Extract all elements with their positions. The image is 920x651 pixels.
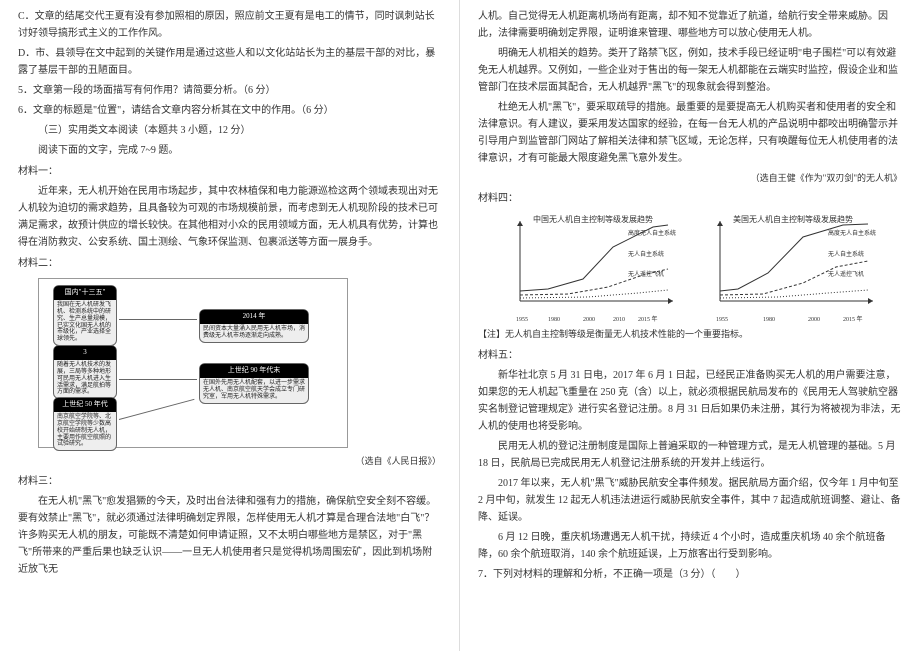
charts-container: 中国无人机自主控制等级发展趋势 高度无人自主系统 无人自主系统 无人遥控飞机 1… [508,213,902,323]
m5-c: 2017 年以来，无人机"黑飞"威胁民航安全事件频发。据民航局方面介绍，仅今年 … [478,475,902,526]
right-column: 人机。自己觉得无人机距离机场尚有距离，却不知不觉靠近了航道，给航行安全带来威胁。… [460,0,920,651]
dg-header-3: 上世纪 50 年代 [54,398,116,412]
dg-header-1: 国内"十三五" [54,286,116,300]
c1-legend-1: 高度无人自主系统 [628,231,676,238]
material-2-heading: 材料二： [18,255,441,272]
chart-note: 【注】无人机自主控制等级是衡量无人机技术性能的一个重要指标。 [478,327,902,342]
material-3-body: 在无人机"黑飞"愈发猖獗的今天，及时出台法律和强有力的措施，确保航空安全刻不容缓… [18,493,441,578]
dg-header-2: 3 [54,346,116,360]
chart-china: 中国无人机自主控制等级发展趋势 高度无人自主系统 无人自主系统 无人遥控飞机 1… [508,213,678,323]
left-column: C．文章的结尾交代王夏有没有参加照相的原因，照应前文王夏有是电工的情节，同时讽刺… [0,0,460,651]
dg-body-2: 随着无人机技术的发展，三局等多种地形可民用无人机进入生活需求，满足航拍等方面的需… [54,360,116,398]
c1-x1: 1980 [548,315,560,325]
m5-b: 民用无人机的登记注册制度是国际上普遍采取的一种管理方式，是无人机管理的基础。5 … [478,438,902,472]
c2-x0: 1955 [716,315,728,325]
para-r3: 杜绝无人机"黑飞"，要采取疏导的措施。最重要的是要提高无人机购买者和使用者的安全… [478,99,902,167]
c2-x3: 2015 年 [843,315,863,325]
timeline-diagram: 国内"十三五" 我国在无人机研发飞机、检测系统中的研究、生产总量规模，已实文化国… [38,278,348,448]
c2-legend-3: 无人遥控飞机 [828,272,876,279]
m5-d: 6 月 12 日晚，重庆机场遭遇无人机干扰，持续近 4 个小时，造成重庆机场 4… [478,529,902,563]
para-r1: 人机。自己觉得无人机距离机场尚有距离，却不知不觉靠近了航道，给航行安全带来威胁。… [478,8,902,42]
question-7: 7．下列对材料的理解和分析，不正确一项是（3 分）（ ） [478,566,902,583]
c2-x1: 1980 [763,315,775,325]
m5-a: 新华社北京 5 月 31 日电，2017 年 6 月 1 日起，已经民正准备购买… [478,367,902,435]
dg-header-5: 上世纪 90 年代末 [200,364,308,378]
material-2-source: （选自《人民日报》） [18,454,441,469]
c1-legend-2: 无人自主系统 [628,252,676,259]
chart-usa: 美国无人机自主控制等级发展趋势 高度无人自主系统 无人自主系统 无人遥控飞机 1… [708,213,878,323]
material-3-heading: 材料三： [18,473,441,490]
option-d: D．市、县领导在文中起到的关键作用是通过这些人和以文化站站长为主的基层干部的对比… [18,45,441,79]
dg-header-4: 2014 年 [200,310,308,324]
dg-body-4: 民间资本大量涌入民用无人机市场，消费级无人机市场逐渐走向成熟。 [200,324,308,342]
section-heading: （三）实用类文本阅读（本题共 3 小题，12 分） [18,122,441,139]
c1-x3: 2010 [613,315,625,325]
c1-x4: 2015 年 [638,315,658,325]
dg-body-5: 南京航空学院等、北京航空学院等少数高校开始研制无人机，主要用作航空航照的试验研究… [54,412,116,450]
material-1-body: 近年来，无人机开始在民用市场起步，其中农林植保和电力能源巡检这两个领域表现出对无… [18,183,441,251]
dg-body-3: 在国外先用无人机配套，以进一步需求无人机、南京航空航天学会成立专门研究室，军用无… [200,378,308,403]
c1-x2: 2000 [583,315,595,325]
question-6: 6．文章的标题是"位置"，请结合文章内容分析其在文中的作用。（6 分） [18,102,441,119]
c2-legend-1: 高度无人自主系统 [828,231,876,238]
c1-x0: 1955 [516,315,528,325]
option-c: C．文章的结尾交代王夏有没有参加照相的原因，照应前文王夏有是电工的情节，同时讽刺… [18,8,441,42]
material-4-heading: 材料四： [478,190,902,207]
material-5-heading: 材料五： [478,347,902,364]
read-instruction: 阅读下面的文字，完成 7~9 题。 [18,142,441,159]
material-3-source: （选自王健《作为"双刃剑"的无人机》 [478,171,902,186]
c2-legend-2: 无人自主系统 [828,252,876,259]
c1-legend-3: 无人遥控飞机 [628,272,676,279]
para-r2: 明确无人机相关的趋势。类开了路禁飞区，例如，技术手段已经证明"电子围栏"可以有效… [478,45,902,96]
c2-x2: 2000 [808,315,820,325]
material-1-heading: 材料一： [18,163,441,180]
question-5: 5．文章第一段的场面描写有何作用？请简要分析。（6 分） [18,82,441,99]
dg-body-1: 我国在无人机研发飞机、检测系统中的研究、生产总量规模，已实文化国无人机的市级化，… [54,300,116,345]
